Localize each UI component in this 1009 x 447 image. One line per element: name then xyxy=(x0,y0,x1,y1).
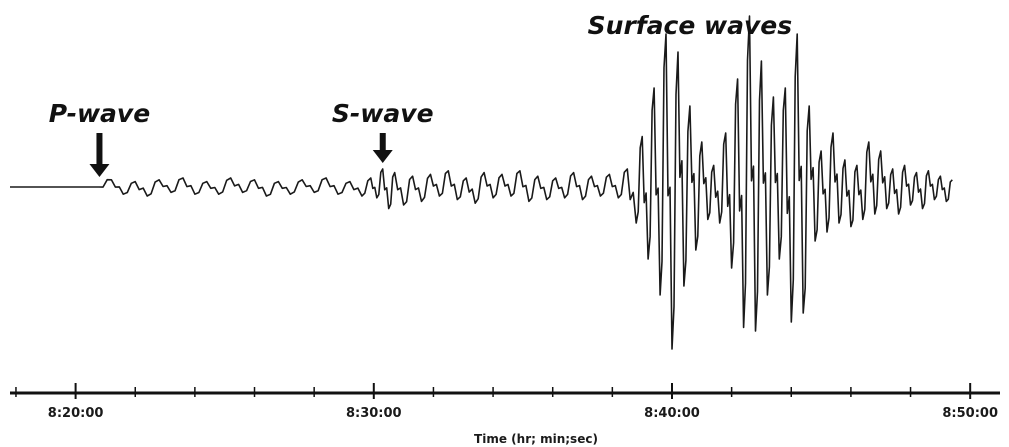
x-tick-label: 8:20:00 xyxy=(48,406,104,421)
x-tick-label: 8:50:00 xyxy=(942,406,998,421)
down-arrow-icon xyxy=(372,133,393,163)
time-axis: 8:20:00 8:30:00 8:40:00 8:50:00 xyxy=(10,383,1000,421)
down-arrow-icon xyxy=(89,133,110,177)
x-axis-title: Time (hr; min;sec) xyxy=(474,432,598,446)
seismic-trace xyxy=(10,15,953,350)
x-tick-label: 8:30:00 xyxy=(346,406,402,421)
annotation-s-wave: S-wave xyxy=(332,99,434,128)
wave-annotations: P-wave S-wave Surface waves xyxy=(49,11,792,177)
annotation-surface-waves: Surface waves xyxy=(588,11,792,40)
annotation-p-wave: P-wave xyxy=(49,99,150,128)
x-tick-label: 8:40:00 xyxy=(644,406,700,421)
seismic-trace-line xyxy=(10,15,953,350)
